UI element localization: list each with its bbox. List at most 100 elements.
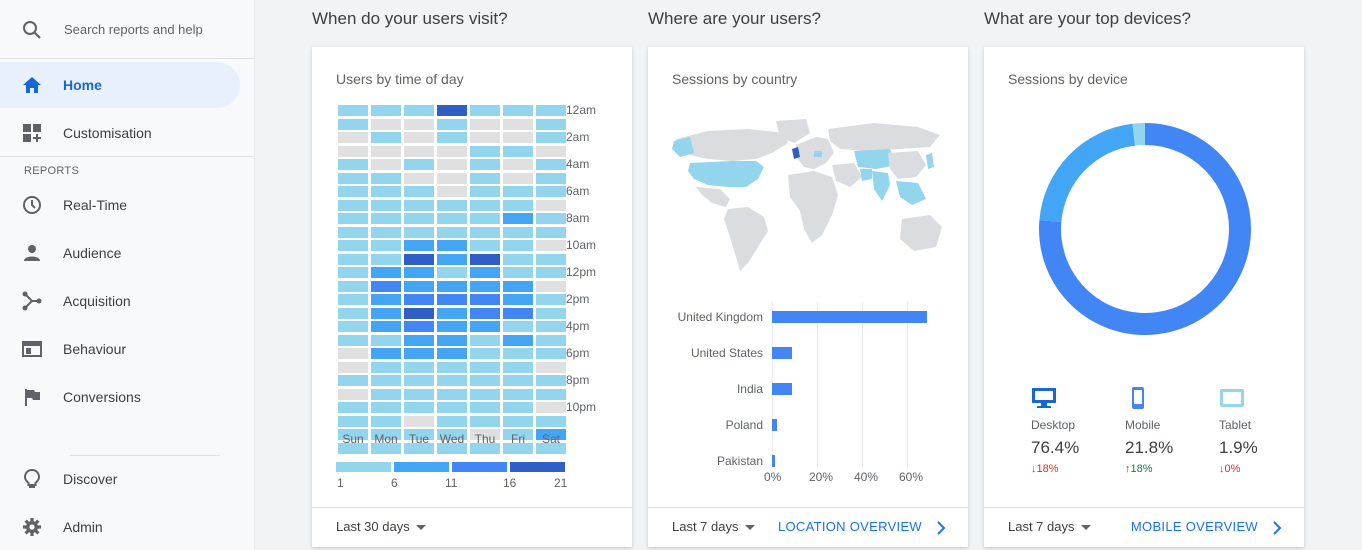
heatmap-cell [470,375,500,386]
hour-label: 8pm [566,373,590,387]
heatmap-cell [470,105,500,116]
chevron-right-icon[interactable] [934,520,948,536]
nav-behaviour[interactable]: Behaviour [0,326,255,372]
nav-audience-label: Audience [63,245,122,261]
heatmap-cell [338,348,368,359]
nav-discover-label: Discover [63,471,118,487]
heatmap-cell [503,172,533,184]
heatmap-cell [536,253,566,265]
heatmap-cell [437,132,467,143]
heatmap-cell [470,253,500,265]
gear-icon [23,518,41,536]
day-label: Thu [474,432,496,446]
heatmap-cell [470,118,500,130]
map-africa [788,171,838,243]
gridline [907,302,908,467]
nav-admin-label: Admin [63,519,103,535]
heatmap-cell [338,118,368,130]
nav-customisation[interactable]: Customisation [0,110,255,156]
heatmap-cell [338,361,368,373]
chevron-right-icon[interactable] [1270,520,1284,536]
map-mexico [696,187,730,207]
heatmap-cell [338,429,368,440]
country-range-dropdown[interactable]: Last 7 days [672,519,755,534]
heatmap-cell [371,226,401,238]
heatmap-cell [470,321,500,332]
heatmap-cell [503,145,533,157]
sidebar: Search reports and help Home Customisati… [0,0,255,550]
heatmap-cell [338,213,368,224]
heatmap-cell [470,172,500,184]
heatmap-cell [470,348,500,359]
heatmap-cell [371,267,401,278]
heatmap-cell [437,307,467,319]
heatmap-cell [536,307,566,319]
heatmap-cell [437,186,467,197]
device-change: ↓0% [1219,463,1241,475]
heatmap-cell [470,429,500,440]
heatmap-cell [536,132,566,143]
nav-discover[interactable]: Discover [0,456,255,502]
map-usa [688,161,764,187]
heatmap-cell [503,402,533,413]
heatmap-cell [371,321,401,332]
time-card-title: Users by time of day [336,71,464,87]
time-range-dropdown[interactable]: Last 30 days [336,519,426,534]
search-row[interactable]: Search reports and help [0,0,255,59]
caret-down-icon [1080,525,1091,531]
heatmap-cell [371,294,401,305]
heatmap-cell [338,226,368,238]
mobile-overview-link[interactable]: MOBILE OVERVIEW [1130,519,1258,534]
hour-label: 2am [566,130,590,144]
flag-icon [25,389,40,406]
heatmap-cell [338,253,368,265]
map-south-america [724,207,768,271]
nav-audience[interactable]: Audience [0,230,255,276]
lightbulb-icon [23,469,41,488]
country-bar[interactable] [772,347,793,359]
day-label: Tue [408,432,430,446]
nav-admin[interactable]: Admin [0,504,255,550]
heatmap-cell [503,375,533,386]
nav-home[interactable]: Home [0,62,240,108]
heatmap-cell [338,172,368,184]
donut-slice-mobile[interactable] [1039,123,1136,223]
heatmap-cell [371,442,401,454]
axis-tick: 60% [899,470,924,484]
legend-value: 1 [337,476,344,490]
donut-slice-tablet[interactable] [1132,123,1145,146]
heatmap-cell [503,429,533,440]
heatmap-cell [404,307,434,319]
heatmap-cell [338,307,368,319]
heatmap-cell [437,348,467,359]
nav-realtime[interactable]: Real-Time [0,182,255,228]
heatmap-cell [536,429,566,440]
heatmap-cell [536,375,566,386]
hour-label: 12am [566,103,597,117]
country-bar[interactable] [772,455,775,467]
device-range-label: Last 7 days [1008,519,1075,534]
heatmap-cell [536,105,566,116]
search-label: Search reports and help [64,22,203,37]
heatmap-cell [536,118,566,130]
location-overview-link[interactable]: LOCATION OVERVIEW [777,519,922,534]
country-bar[interactable] [772,419,777,431]
heatmap-cell [371,240,401,251]
heatmap-cell [338,415,368,427]
heatmap-cell [371,307,401,319]
tablet-icon [1219,387,1289,414]
heatmap-cell [503,118,533,130]
heatmap-cell [470,240,500,251]
legend-value: 21 [554,476,568,490]
device-card-footer: Last 7 days MOBILE OVERVIEW [984,507,1304,547]
country-bar[interactable] [772,383,793,395]
person-icon [24,245,40,261]
heatmap-cell [437,429,467,440]
nav-acquisition[interactable]: Acquisition [0,278,255,324]
nav-conversions[interactable]: Conversions [0,374,255,420]
time-card-footer: Last 30 days [312,507,632,547]
heatmap-cell [536,199,566,211]
heatmap-cell [371,186,401,197]
device-range-dropdown[interactable]: Last 7 days [1008,519,1091,534]
country-bar[interactable] [772,311,928,323]
